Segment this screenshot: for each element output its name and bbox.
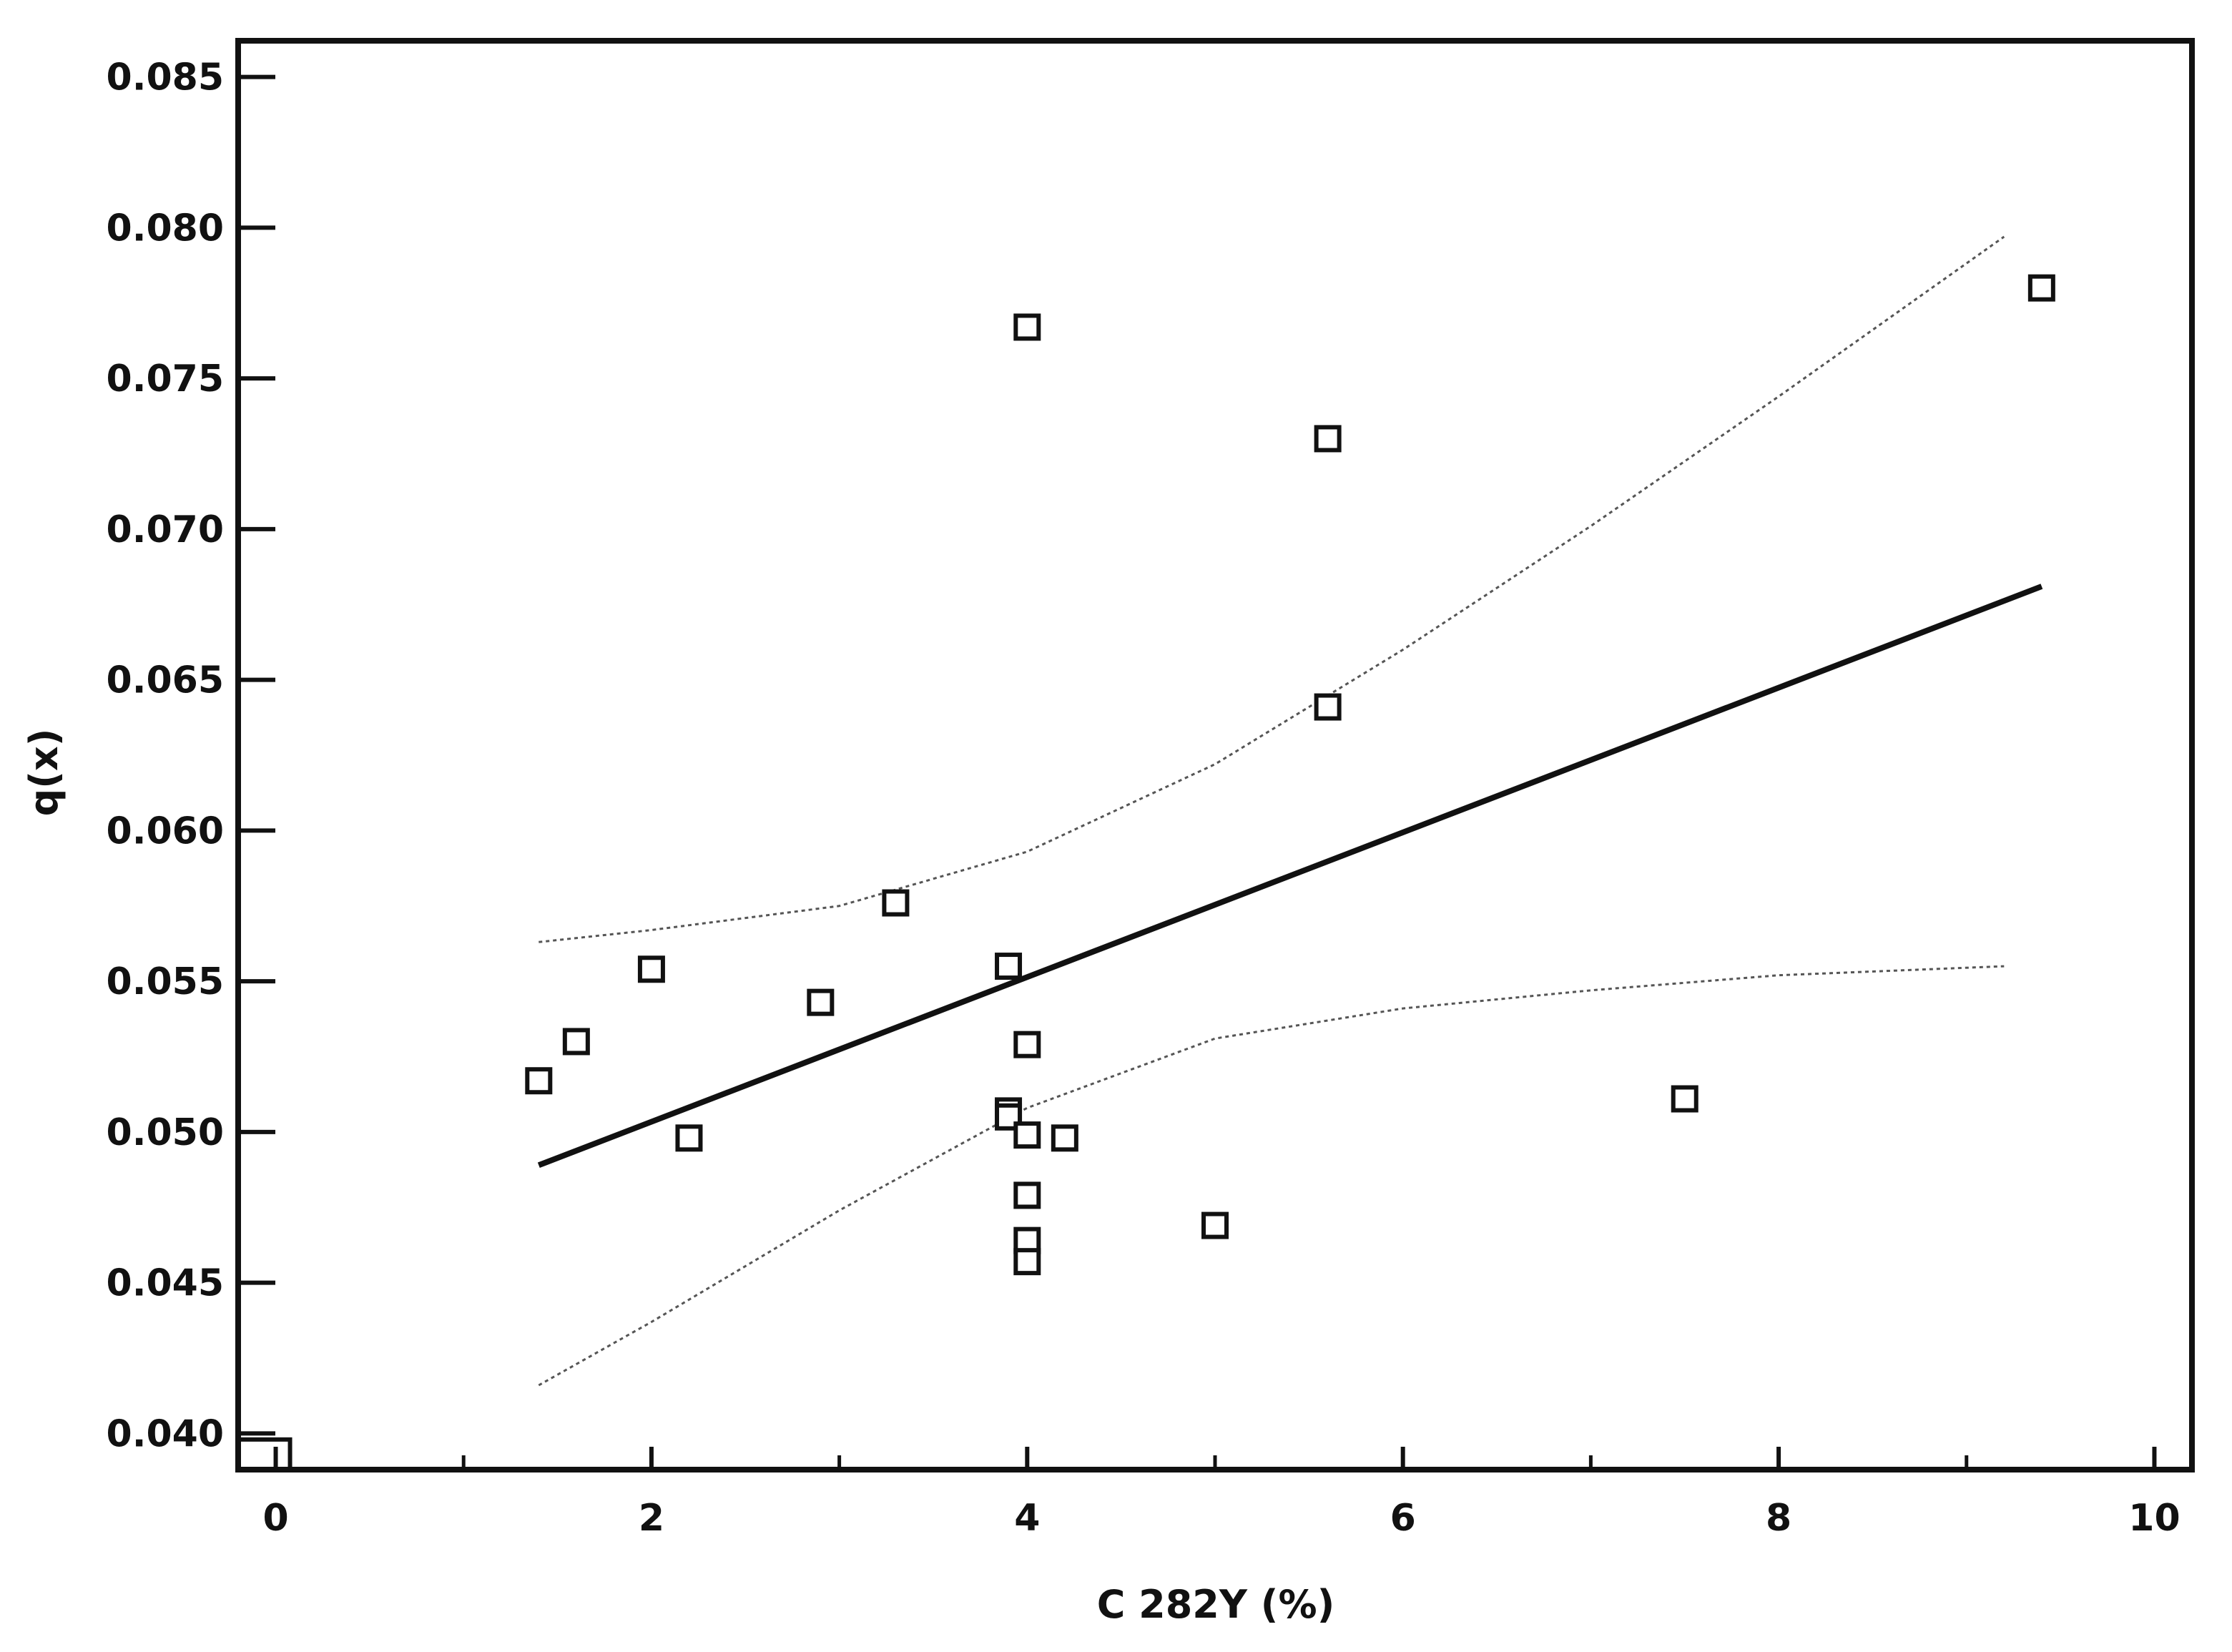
- data-point: [1013, 313, 1041, 341]
- data-point: [1013, 1181, 1041, 1209]
- data-points-group: [525, 274, 2055, 1276]
- x-tick-label: 0: [262, 1497, 288, 1540]
- y-axis-label: q(x): [21, 729, 67, 817]
- y-tick-label: 0.065: [107, 659, 224, 702]
- y-tick-label: 0.045: [107, 1262, 224, 1305]
- regression-line: [537, 584, 2043, 1168]
- x-tick-label: 8: [1766, 1497, 1791, 1540]
- data-point: [1314, 425, 1342, 453]
- y-tick-label: 0.050: [107, 1111, 224, 1154]
- confidence-band-lower: [538, 965, 2005, 1387]
- confidence-band-upper: [539, 235, 2005, 943]
- data-point: [675, 1124, 703, 1152]
- x-axis-label: C 282Y (%): [1097, 1582, 1335, 1627]
- y-tick-label: 0.075: [107, 358, 224, 400]
- x-tick-label: 10: [2128, 1497, 2180, 1540]
- y-tick-label: 0.085: [107, 56, 224, 99]
- data-point: [1671, 1085, 1698, 1113]
- data-point: [637, 955, 665, 983]
- data-point: [807, 988, 835, 1016]
- data-point: [995, 953, 1023, 980]
- origin-box: [236, 1437, 292, 1472]
- y-tick-label: 0.060: [107, 810, 224, 852]
- x-tick-label: 6: [1390, 1497, 1416, 1540]
- x-tick-label: 4: [1014, 1497, 1040, 1540]
- y-tick-label: 0.040: [107, 1412, 224, 1455]
- axes-group: [235, 38, 2195, 1472]
- data-point: [1051, 1124, 1078, 1152]
- data-point: [1314, 693, 1342, 721]
- data-point: [562, 1028, 590, 1056]
- data-point: [1013, 1031, 1041, 1058]
- data-point: [1013, 1248, 1041, 1276]
- data-point: [882, 889, 910, 917]
- x-tick-label: 2: [639, 1497, 664, 1540]
- y-tick-label: 0.055: [107, 960, 224, 1003]
- ticks-group: 0 2 4 6 8 10 0.040 0.045 0.050 0.055 0.060 0.065 0.0…: [107, 56, 2181, 1540]
- data-point: [2027, 274, 2055, 302]
- data-point: [995, 1103, 1023, 1131]
- regression-group: [537, 584, 2043, 1168]
- confidence-band-group: [538, 235, 2005, 1387]
- data-point: [1013, 1121, 1041, 1149]
- y-tick-label: 0.070: [107, 508, 224, 551]
- y-tick-label: 0.080: [107, 207, 224, 250]
- plot-frame: [235, 38, 2195, 1472]
- data-point: [1201, 1211, 1229, 1239]
- data-point: [525, 1067, 553, 1095]
